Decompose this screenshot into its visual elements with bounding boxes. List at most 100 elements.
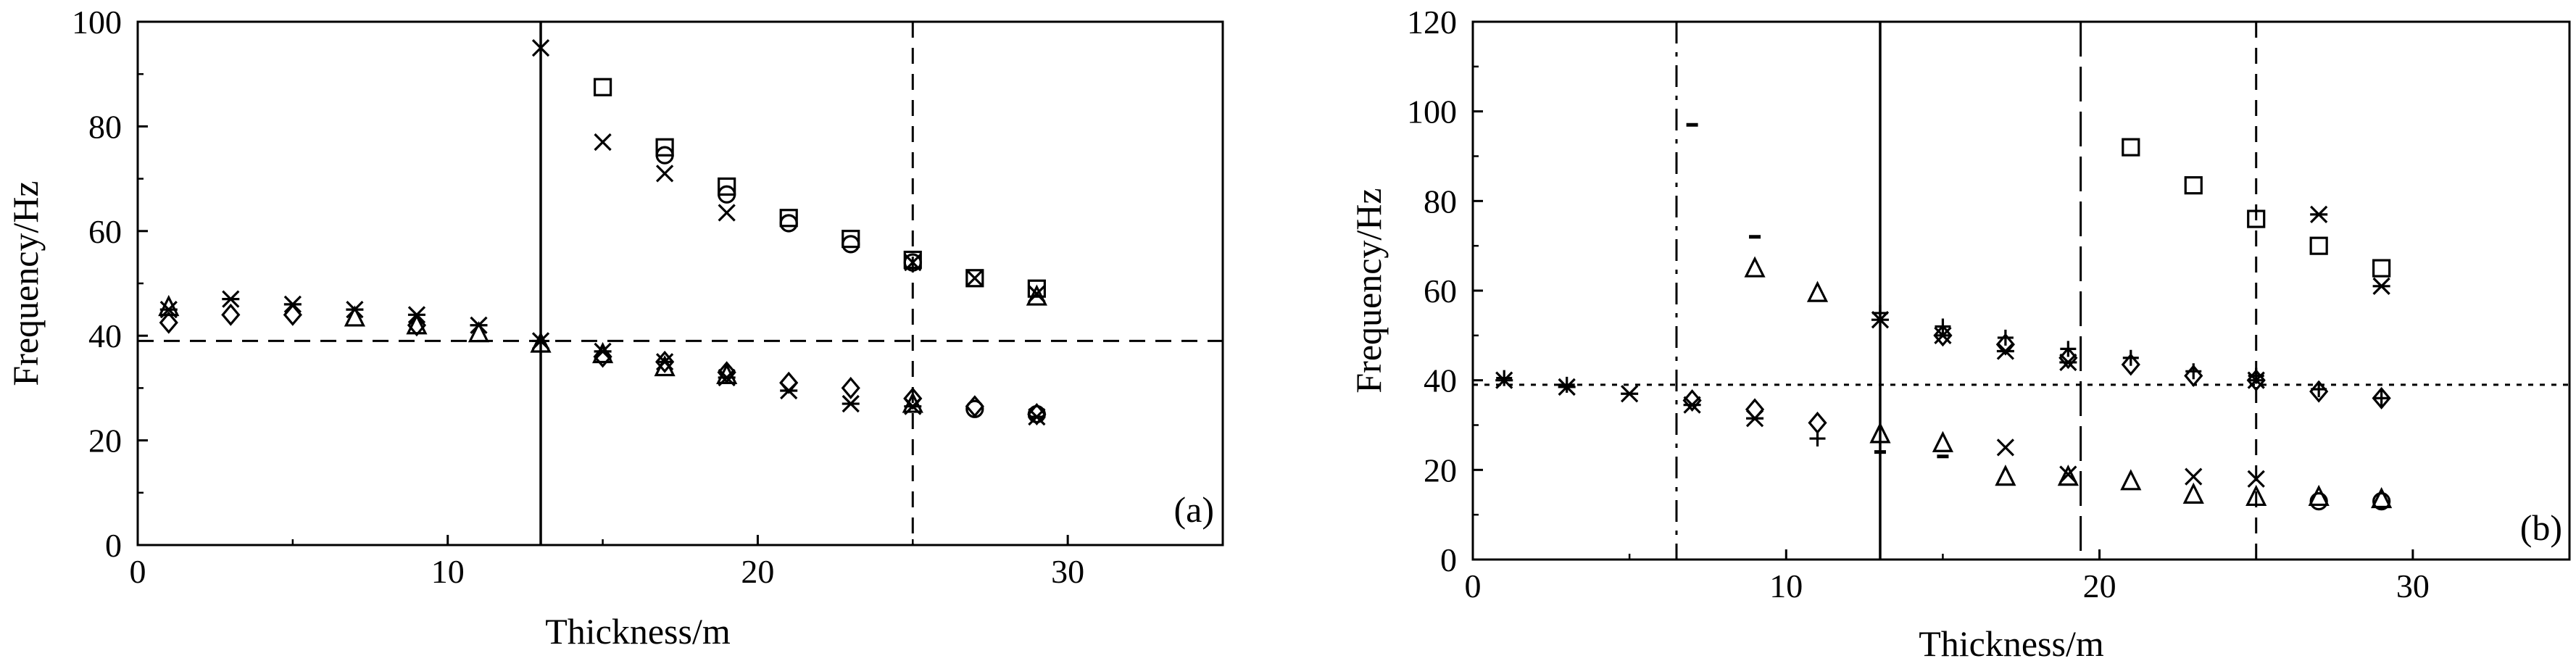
data-point-plus xyxy=(1496,370,1513,386)
data-point-x xyxy=(2247,470,2265,488)
data-point-triangle xyxy=(1026,284,1047,306)
data-point-circle xyxy=(779,214,798,233)
data-point-x xyxy=(904,253,922,272)
data-point-square xyxy=(2309,236,2328,255)
data-point-diamond xyxy=(779,371,799,394)
data-point-circle xyxy=(2309,492,2328,511)
data-point-plus xyxy=(2373,390,2390,407)
data-point-triangle xyxy=(2245,484,2267,507)
data-point-triangle xyxy=(1744,256,1766,278)
reference-lines xyxy=(1473,22,2569,560)
data-point-diamond xyxy=(1808,411,1827,434)
data-point-triangle xyxy=(158,294,180,317)
data-point-diamond xyxy=(655,350,675,373)
data-point-x xyxy=(965,269,984,287)
data-point-triangle xyxy=(2308,484,2330,507)
data-points xyxy=(158,38,1047,426)
plot-area-frame xyxy=(136,20,1224,546)
data-point-circle xyxy=(842,235,860,254)
data-point-diamond xyxy=(2184,365,2203,387)
y-axis: 0 20 40 60 80 100 120 xyxy=(1407,4,1483,578)
data-point-asterisk xyxy=(2310,205,2328,224)
data-point-diamond xyxy=(717,361,736,384)
data-point-square xyxy=(2122,138,2140,157)
x-tick-label: 0 xyxy=(1465,568,1482,604)
data-point-triangle xyxy=(2120,469,2142,491)
data-point-triangle xyxy=(2371,486,2393,509)
data-point-square xyxy=(718,177,736,196)
data-point-triangle xyxy=(468,321,490,343)
y-tick-label: 100 xyxy=(1407,93,1457,130)
data-point-diamond xyxy=(1027,403,1047,425)
data-point-asterisk xyxy=(222,290,240,308)
data-point-circle xyxy=(1027,404,1046,424)
data-point-triangle xyxy=(1995,465,2016,486)
data-point-x xyxy=(2059,465,2077,483)
data-point-triangle xyxy=(591,341,614,364)
data-point-square xyxy=(2184,176,2203,195)
y-axis: 0 20 40 60 80 100 xyxy=(72,4,148,564)
data-point-triangle xyxy=(1806,280,1829,302)
x-tick-label: 30 xyxy=(2396,568,2430,604)
data-point-circle xyxy=(2372,492,2391,511)
data-point-diamond xyxy=(965,395,984,418)
x-axis-label: Thickness/m xyxy=(1919,623,2104,661)
y-tick-label: 20 xyxy=(88,423,122,460)
y-tick-label: 60 xyxy=(88,213,122,250)
data-point-triangle xyxy=(2057,465,2079,486)
data-point-diamond xyxy=(1682,389,1702,412)
data-point-diamond xyxy=(283,303,302,326)
x-tick-label: 20 xyxy=(741,553,774,590)
data-point-diamond xyxy=(841,376,860,399)
data-point-diamond xyxy=(2246,369,2266,392)
data-point-triangle xyxy=(530,331,552,353)
y-tick-label: 80 xyxy=(1424,183,1457,220)
plot-area-frame xyxy=(1471,20,2571,561)
data-point-triangle xyxy=(406,313,428,335)
x-tick-label: 0 xyxy=(130,553,146,590)
y-tick-label: 0 xyxy=(1440,541,1457,578)
y-tick-label: 100 xyxy=(72,4,122,41)
data-point-diamond xyxy=(2121,353,2140,376)
data-point-x xyxy=(2185,467,2203,486)
data-point-square xyxy=(779,209,798,228)
data-points xyxy=(1495,122,2393,511)
data-point-diamond xyxy=(2309,380,2329,403)
data-point-square xyxy=(2372,259,2391,278)
data-point-circle xyxy=(903,253,922,272)
data-point-square xyxy=(842,230,860,249)
y-tick-label: 60 xyxy=(1424,273,1457,309)
data-point-diamond xyxy=(407,314,427,337)
data-point-x xyxy=(531,38,550,57)
data-point-plus xyxy=(2122,349,2139,366)
data-point-asterisk xyxy=(1934,326,1952,344)
data-point-square xyxy=(655,138,674,157)
data-point-diamond xyxy=(1995,333,2015,356)
data-point-diamond xyxy=(1933,324,1953,347)
data-point-asterisk xyxy=(1621,385,1639,403)
reference-lines xyxy=(138,22,1223,545)
data-point-plus xyxy=(1997,329,2014,346)
data-point-triangle xyxy=(1869,422,1891,444)
data-point-x xyxy=(655,165,674,183)
data-point-circle xyxy=(655,146,674,165)
data-point-triangle xyxy=(1932,431,1954,452)
data-point-diamond xyxy=(903,387,923,410)
data-point-asterisk xyxy=(2372,277,2390,295)
x-tick-label: 30 xyxy=(1051,553,1084,590)
data-point-diamond xyxy=(2058,346,2078,370)
x-axis-label: Thickness/m xyxy=(545,611,731,652)
data-point-diamond xyxy=(2372,386,2391,410)
data-point-diamond xyxy=(221,303,241,326)
data-point-x xyxy=(594,133,612,151)
data-point-square xyxy=(965,269,984,288)
data-point-diamond xyxy=(1745,398,1765,421)
data-point-triangle xyxy=(902,391,923,413)
chart-panel-a: 0 10 20 30 0 20 40 60 80 100 Thickness/m Frequen… xyxy=(5,4,1224,652)
x-axis: 0 10 20 30 xyxy=(130,535,1084,590)
x-axis: 0 10 20 30 xyxy=(1465,549,2430,604)
y-tick-label: 40 xyxy=(88,317,122,354)
y-axis-label: Frequency/Hz xyxy=(5,180,46,386)
y-tick-label: 120 xyxy=(1407,4,1457,41)
